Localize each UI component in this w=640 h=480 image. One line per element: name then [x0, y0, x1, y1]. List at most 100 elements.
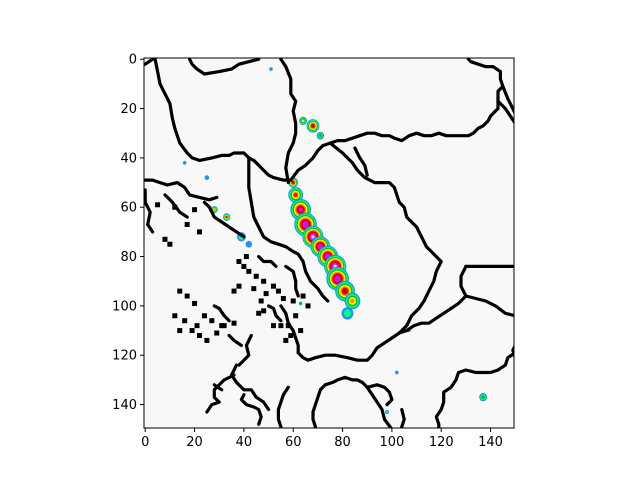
- border-line-28: [511, 344, 514, 359]
- precip-cell-10-level-4: [350, 298, 355, 304]
- x-tick-label-140: 140: [478, 435, 503, 450]
- precip-cell-25-level-2: [299, 302, 302, 305]
- precip-cell-24: [384, 409, 389, 415]
- island-48: [231, 288, 237, 294]
- border-line-5: [247, 156, 330, 303]
- border-line-3: [284, 64, 298, 185]
- border-line-10: [289, 134, 362, 182]
- precip-cell-22-level-2: [481, 395, 485, 400]
- border-line-35: [212, 304, 231, 323]
- island-22: [258, 298, 264, 304]
- precip-cell-12: [306, 119, 320, 133]
- border-line-14: [501, 84, 514, 115]
- border-line-15: [353, 146, 369, 177]
- border-line-16: [397, 264, 468, 335]
- y-tick-label-20: 20: [120, 102, 137, 117]
- island-32: [271, 323, 276, 329]
- island-47: [246, 268, 252, 274]
- island-8: [184, 293, 190, 299]
- x-axis: 0 20 40 60 80 100 120 140: [141, 428, 503, 450]
- island-31: [261, 308, 267, 314]
- island-20: [261, 278, 267, 284]
- border-line-9: [202, 200, 246, 239]
- island-10: [189, 328, 195, 334]
- island-35: [288, 333, 294, 338]
- precip-cell-10: [344, 292, 361, 310]
- island-0: [162, 236, 168, 242]
- precip-cell-22: [479, 393, 488, 402]
- island-44: [182, 318, 188, 324]
- y-tick-label-140: 140: [112, 398, 137, 413]
- island-43: [172, 313, 178, 319]
- plot-frame: [143, 57, 515, 429]
- border-line-31: [257, 255, 278, 268]
- island-24: [243, 254, 249, 260]
- y-tick-label-60: 60: [120, 201, 137, 216]
- island-25: [236, 259, 242, 264]
- border-line-1: [188, 58, 261, 76]
- island-7: [177, 288, 183, 294]
- border-line-30: [267, 304, 283, 323]
- island-13: [194, 323, 200, 329]
- border-line-7: [144, 188, 152, 227]
- map-borders: [144, 58, 514, 428]
- precip-cell-13-level-3: [301, 119, 305, 123]
- island-11: [197, 333, 202, 338]
- island-29: [280, 296, 286, 301]
- border-line-2: [153, 58, 293, 182]
- border-line-19: [434, 351, 514, 428]
- island-37: [298, 328, 304, 334]
- precip-cell-21-level-0: [269, 67, 273, 71]
- precip-cell-1: [288, 187, 304, 203]
- precip-cell-15-level-4: [213, 208, 216, 211]
- border-line-36: [400, 407, 406, 428]
- precip-cell-20: [182, 161, 187, 165]
- precip-cell-23: [395, 370, 399, 375]
- x-tick-label-80: 80: [334, 435, 351, 450]
- x-tick-label-20: 20: [186, 435, 203, 450]
- y-tick-label-120: 120: [112, 349, 137, 364]
- island-17: [214, 330, 220, 336]
- island-36: [283, 337, 289, 343]
- precip-cell-25: [298, 301, 303, 306]
- island-12: [204, 337, 210, 343]
- island-38: [293, 313, 299, 319]
- island-14: [231, 320, 237, 326]
- border-line-0: [144, 58, 155, 66]
- y-tick-label-0: 0: [129, 53, 137, 68]
- border-line-12: [358, 58, 505, 143]
- x-tick-label-60: 60: [285, 435, 302, 450]
- border-line-24: [205, 373, 236, 414]
- island-45: [201, 313, 207, 319]
- border-line-29: [279, 304, 300, 355]
- precip-cell-20-level-0: [182, 161, 187, 165]
- precipitation-cells: [182, 67, 488, 415]
- precip-cell-19-level-0: [204, 175, 210, 180]
- y-tick-label-100: 100: [112, 299, 137, 314]
- island-40: [300, 293, 306, 299]
- border-line-6: [144, 178, 219, 202]
- precip-cell-11-level-1: [343, 309, 352, 318]
- precip-cell-14-level-2: [318, 133, 323, 138]
- x-tick-label-0: 0: [141, 435, 149, 450]
- border-line-32: [284, 264, 300, 298]
- border-line-33: [237, 333, 253, 367]
- x-tick-label-40: 40: [236, 435, 253, 450]
- border-line-13: [496, 99, 514, 125]
- island-26: [241, 263, 247, 269]
- island-28: [275, 288, 281, 294]
- island-42: [177, 328, 183, 334]
- border-line-4: [279, 58, 288, 69]
- precip-cell-11: [341, 307, 354, 320]
- island-19: [253, 273, 259, 279]
- precip-cell-5-level-8: [318, 244, 323, 249]
- precip-cell-9-level-6: [342, 288, 348, 294]
- island-6: [155, 202, 161, 208]
- island-5: [192, 207, 198, 213]
- precip-cell-2-level-7: [298, 207, 303, 212]
- island-23: [251, 286, 257, 292]
- border-line-22: [276, 385, 290, 428]
- island-39: [305, 303, 311, 309]
- precip-cell-24-level-1: [385, 410, 389, 414]
- precip-cell-6: [317, 245, 339, 268]
